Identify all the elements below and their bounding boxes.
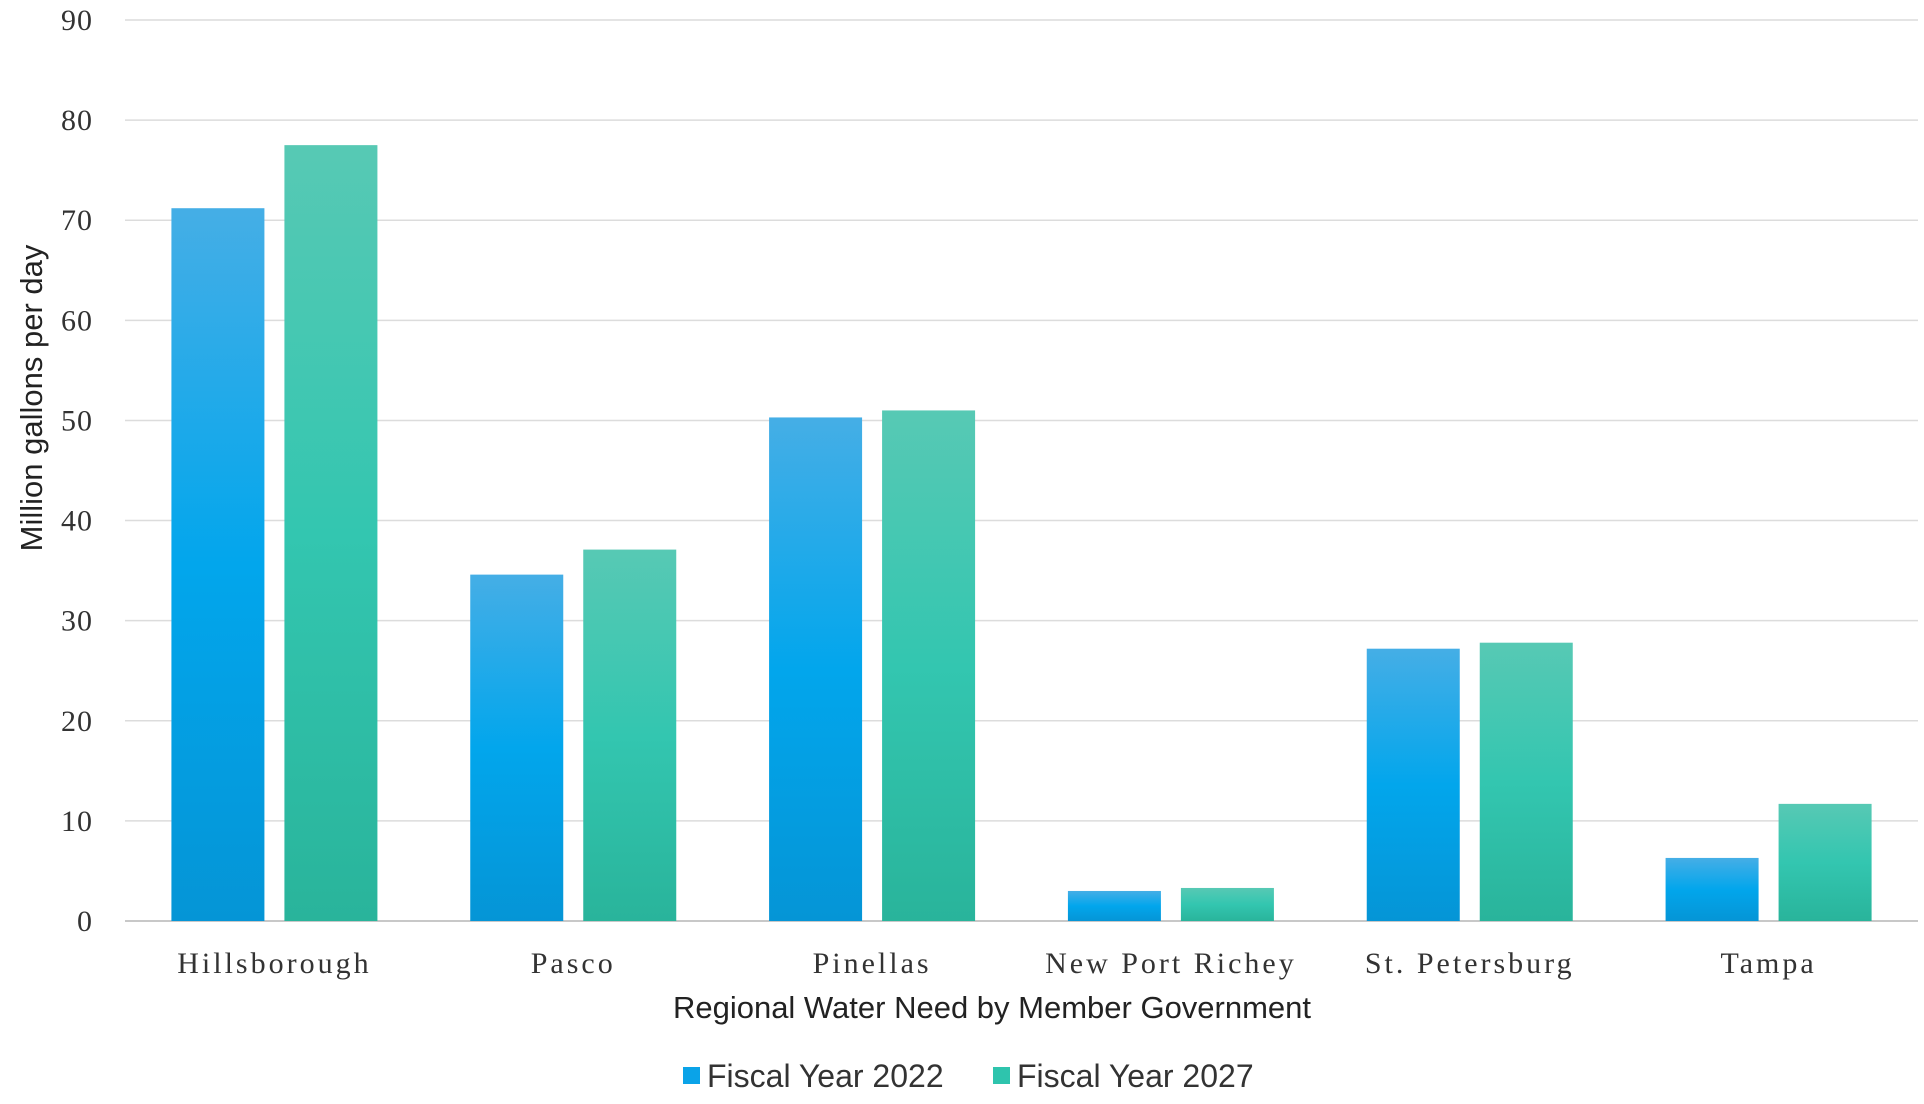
- y-tick-label: 60: [61, 304, 93, 337]
- y-tick-label: 40: [61, 505, 93, 538]
- bar-new-port-richey-2: [1180, 887, 1274, 921]
- x-tick-label: St. Petersburg: [1365, 947, 1575, 980]
- legend-swatch: [683, 1067, 700, 1084]
- bar-new-port-richey-1: [1067, 890, 1161, 921]
- x-tick-label: Pinellas: [813, 947, 932, 980]
- y-tick-label: 30: [61, 605, 93, 638]
- x-tick-label: New Port Richey: [1045, 947, 1297, 980]
- legend: Fiscal Year 2022 Fiscal Year 2027: [683, 1058, 1254, 1094]
- bar-hillsborough-2: [284, 145, 378, 921]
- y-axis-ticks: 0 10 20 30 40 50 60 70 80 90: [61, 4, 93, 938]
- bar-tampa-1: [1665, 857, 1759, 921]
- x-tick-label: Hillsborough: [177, 947, 371, 980]
- gridlines: [125, 19, 1918, 922]
- bar-st-petersburg-1: [1366, 648, 1460, 921]
- y-tick-label: 0: [77, 905, 93, 938]
- x-tick-label: Pasco: [531, 947, 616, 980]
- bar-pasco-1: [470, 574, 564, 921]
- x-axis-title: Regional Water Need by Member Government: [673, 990, 1311, 1025]
- bar-pasco-2: [583, 549, 677, 921]
- y-tick-label: 10: [61, 805, 93, 838]
- bar-pinellas-2: [882, 410, 976, 921]
- bars: [171, 145, 1872, 922]
- bar-st-petersburg-2: [1479, 642, 1573, 921]
- x-axis-ticks: Hillsborough Pasco Pinellas New Port Richey…: [177, 947, 1816, 980]
- bar-tampa-2: [1778, 803, 1872, 921]
- bar-pinellas-1: [769, 417, 863, 921]
- y-axis-title: Million gallons per day: [14, 244, 49, 551]
- x-tick-label: Tampa: [1720, 947, 1816, 980]
- y-tick-label: 50: [61, 404, 93, 437]
- y-tick-label: 70: [61, 204, 93, 237]
- bar-hillsborough-1: [171, 208, 265, 922]
- legend-label: Fiscal Year 2027: [1017, 1058, 1254, 1094]
- legend-label: Fiscal Year 2022: [707, 1058, 944, 1094]
- y-tick-label: 90: [61, 4, 93, 37]
- y-tick-label: 20: [61, 705, 93, 738]
- y-tick-label: 80: [61, 104, 93, 137]
- legend-swatch: [993, 1067, 1010, 1084]
